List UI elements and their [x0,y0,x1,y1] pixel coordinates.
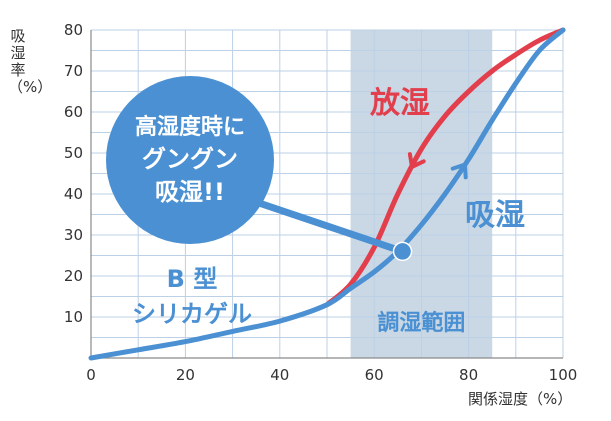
adsorption-arrowhead [450,162,468,180]
desorption-label: 放湿 [369,86,430,121]
y-tick-label: 30 [64,226,83,244]
series-line-desorption [324,27,566,308]
y-tick-label: 60 [64,103,83,121]
y-tick-label: 80 [64,21,83,39]
y-tick-label: 40 [64,185,83,203]
band-label: 調湿範囲 [377,310,465,336]
callout-text-line3: 吸湿!! [155,178,225,206]
x-tick-label: 100 [549,366,578,384]
callout-pointer [246,196,407,255]
x-tick-label: 40 [270,366,289,384]
adsorption-label: 吸湿 [465,198,525,233]
callout-text-line2: グングン [142,145,238,173]
desorption-arrowhead [407,152,426,169]
y-tick-label: 70 [64,62,83,80]
y-tick-label: 20 [64,267,83,285]
callout-text-line1: 高湿度時に [135,114,245,140]
x-tick-label: 80 [459,366,478,384]
x-tick-label: 20 [176,366,195,384]
y-tick-label: 10 [64,308,83,326]
callout-marker [392,241,413,262]
series-line-adsorption [88,27,566,361]
x-tick-label: 60 [365,366,384,384]
product-label-line2: シリカゲル [132,300,252,328]
y-tick-label: 50 [64,144,83,162]
callout-bubble [106,76,274,244]
x-tick-label: 0 [86,366,96,384]
x-axis-label: 関係湿度（%） [468,390,573,408]
product-label-line1: B 型 [167,265,218,293]
